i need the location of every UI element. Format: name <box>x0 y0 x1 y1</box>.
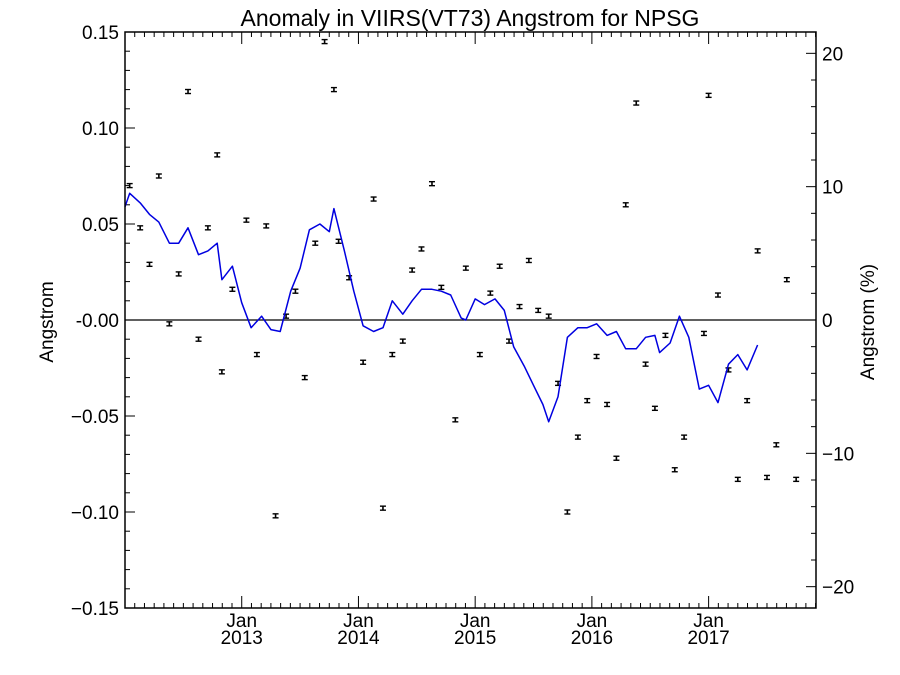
x-tick-label-month: Jan <box>226 611 257 632</box>
data-point <box>574 434 581 440</box>
data-point <box>409 267 416 273</box>
y-tick-label: −0.15 <box>71 599 119 620</box>
data-point <box>379 505 386 511</box>
data-point <box>204 225 211 231</box>
data-point <box>633 100 640 106</box>
y2-axis-label: Angstrom (%) <box>858 264 879 380</box>
data-point <box>214 152 221 158</box>
y2-tick-label: 20 <box>822 44 843 65</box>
y-tick-label: −0.10 <box>71 503 119 524</box>
data-point <box>476 351 483 358</box>
axis-ticks: 0.15 0.10 0.05 -0.00 −0.05 −0.10 −0.15 20 10 0 −10… <box>71 23 854 649</box>
x-tick-label-month: Jan <box>343 611 374 632</box>
smoothed-anomaly-line <box>124 192 759 423</box>
data-point <box>744 397 751 404</box>
data-point <box>253 351 260 358</box>
data-point <box>229 286 236 292</box>
x-tick-label-month: Jan <box>460 611 491 632</box>
data-point <box>399 338 406 344</box>
data-point <box>126 182 133 189</box>
data-point <box>218 369 225 375</box>
x-tick-label-year: 2016 <box>571 628 613 649</box>
x-tick-label-month: Jan <box>693 611 724 632</box>
y-tick-label: 0.05 <box>82 215 119 236</box>
x-tick-label-year: 2014 <box>337 628 380 649</box>
data-point <box>272 513 279 519</box>
data-point <box>335 238 342 244</box>
y-tick-label: -0.00 <box>76 311 119 332</box>
data-point <box>681 434 688 440</box>
data-point <box>263 223 270 229</box>
data-point <box>487 290 494 296</box>
y2-tick-label: −20 <box>822 578 854 599</box>
data-point <box>292 288 299 294</box>
y2-tick-label: 0 <box>822 311 833 332</box>
y2-tick-label: −10 <box>822 444 854 465</box>
data-point <box>662 332 669 339</box>
data-point <box>613 455 620 461</box>
data-point <box>714 292 721 298</box>
data-point <box>763 474 770 481</box>
data-point <box>535 307 542 314</box>
data-point <box>516 303 523 310</box>
data-point <box>525 257 532 264</box>
data-point <box>370 196 377 202</box>
data-point <box>438 284 445 291</box>
y-tick-label: 0.15 <box>82 23 119 44</box>
data-point <box>166 321 173 327</box>
y-axis-label: Angstrom <box>37 281 58 362</box>
data-point <box>462 265 469 271</box>
data-point <box>734 476 741 483</box>
x-tick-label-year: 2017 <box>687 628 729 649</box>
data-point <box>452 417 459 423</box>
data-point <box>651 405 658 412</box>
y-tick-label: −0.05 <box>71 407 119 428</box>
data-point <box>137 225 144 231</box>
y2-tick-label: 10 <box>822 178 843 199</box>
data-point <box>146 261 153 268</box>
data-point <box>301 374 308 381</box>
data-point <box>545 313 552 319</box>
plot-frame <box>124 31 817 609</box>
data-point <box>604 401 611 408</box>
x-tick-label-month: Jan <box>577 611 608 632</box>
data-point <box>360 359 367 365</box>
data-point <box>584 397 591 404</box>
data-point <box>705 92 712 99</box>
data-point <box>593 353 600 360</box>
chart-title: Anomaly in VIIRS(VT73) Angstrom for NPSG <box>241 5 700 31</box>
data-point <box>700 330 707 337</box>
data-point <box>243 217 250 223</box>
data-point <box>321 38 328 45</box>
data-point <box>642 361 649 367</box>
y-tick-label: 0.10 <box>82 119 119 140</box>
data-point <box>175 271 182 277</box>
data-point <box>389 351 396 358</box>
data-point <box>418 246 425 252</box>
x-tick-label-year: 2013 <box>221 628 263 649</box>
data-point <box>564 509 571 515</box>
plot-area <box>124 38 816 519</box>
data-point <box>155 173 162 179</box>
data-point <box>185 88 192 95</box>
data-point <box>793 476 800 483</box>
data-point <box>428 180 435 187</box>
data-point <box>671 467 678 473</box>
data-point <box>330 86 337 93</box>
data-point <box>622 202 629 208</box>
data-point <box>773 442 780 448</box>
data-point <box>754 248 761 254</box>
data-point <box>195 336 202 342</box>
data-point <box>783 276 790 283</box>
x-tick-label-year: 2015 <box>454 628 496 649</box>
data-point <box>312 240 319 246</box>
data-point <box>496 263 503 269</box>
